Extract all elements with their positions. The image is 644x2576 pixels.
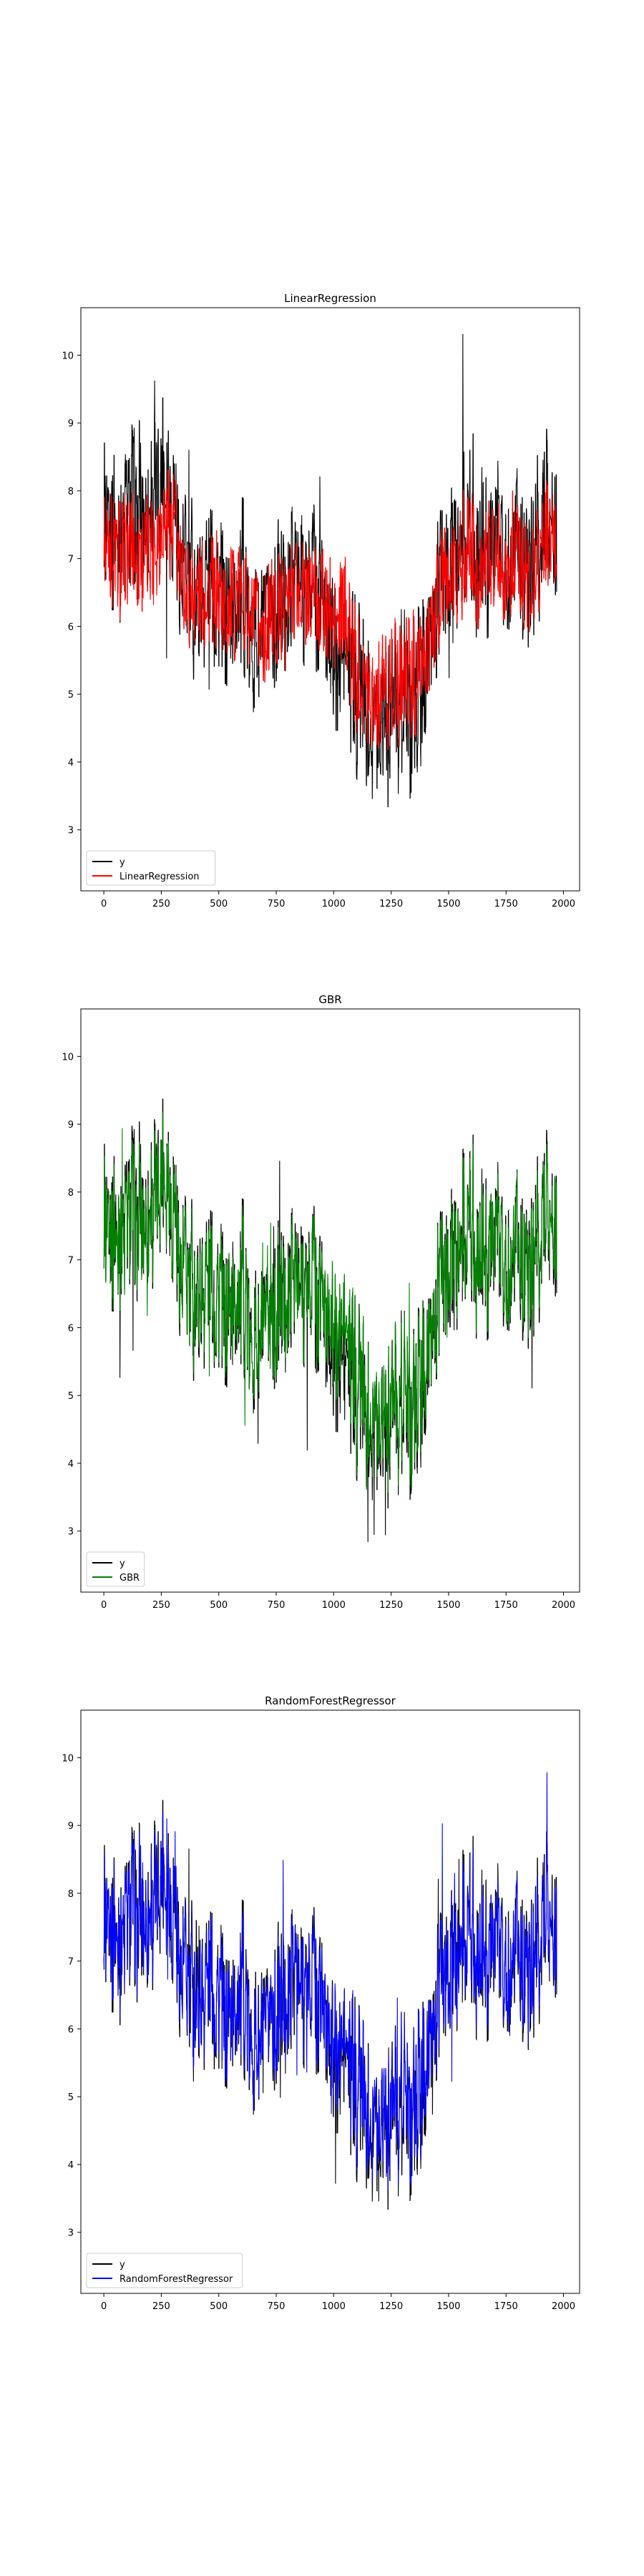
x-tick-label: 750: [268, 899, 286, 909]
x-tick-label: 250: [152, 899, 170, 909]
y-tick-label: 8: [68, 487, 74, 497]
x-tick-label: 1750: [494, 1600, 518, 1611]
legend-entry: RandomForestRegressor: [119, 2274, 233, 2285]
series-line-linearregression: [103, 469, 557, 750]
y-tick-label: 7: [68, 1256, 74, 1267]
y-tick-label: 6: [68, 2024, 74, 2035]
chart-panel-1: GBR 0 250 500 750 1000 1250 1500 1750 2000 3 4 5 6 7 8 9…: [62, 993, 580, 1611]
series-line-y: [103, 1800, 557, 2210]
y-tick-label: 4: [68, 758, 74, 769]
legend-entry: y: [119, 2260, 125, 2270]
y-tick-label: 3: [68, 1527, 74, 1538]
plot-frame: [80, 307, 580, 892]
legend-box: [86, 2253, 243, 2288]
x-tick-label: 0: [101, 899, 107, 909]
series-line-randomforestregressor: [103, 1772, 557, 2191]
x-tick-label: 500: [210, 899, 228, 909]
x-tick-label: 1250: [379, 1600, 403, 1611]
x-tick-label: 1000: [322, 899, 346, 909]
x-tick-label: 1250: [379, 2301, 403, 2312]
legend-entry: GBR: [119, 1573, 140, 1584]
legend: y LinearRegression: [86, 850, 216, 886]
y-tick-label: 10: [62, 1052, 74, 1063]
legend: y GBR: [86, 1551, 145, 1587]
y-tick-label: 4: [68, 1459, 74, 1470]
x-tick-label: 1250: [379, 899, 403, 909]
legend: y RandomForestRegressor: [86, 2253, 243, 2288]
chart-title: GBR: [318, 993, 341, 1006]
x-tick-label: 2000: [552, 2301, 575, 2312]
y-tick-label: 5: [68, 2092, 74, 2103]
x-tick-label: 750: [268, 2301, 286, 2312]
plot-frame: [80, 1008, 580, 1593]
x-tick-label: 250: [152, 2301, 170, 2312]
chart-title: RandomForestRegressor: [265, 1694, 396, 1707]
x-tick-label: 1000: [322, 1600, 346, 1611]
y-tick-label: 3: [68, 2228, 74, 2239]
y-tick-label: 9: [68, 419, 74, 429]
x-tick-label: 1500: [436, 1600, 460, 1611]
legend-entry: y: [119, 1558, 125, 1569]
y-tick-label: 8: [68, 1889, 74, 1900]
x-tick-label: 0: [101, 2301, 107, 2312]
y-tick-label: 5: [68, 690, 74, 701]
y-tick-label: 10: [62, 1753, 74, 1764]
x-tick-label: 1750: [494, 899, 518, 909]
x-tick-label: 2000: [552, 1600, 575, 1611]
x-tick-label: 250: [152, 1600, 170, 1611]
y-tick-label: 6: [68, 622, 74, 633]
series-line-y: [103, 1098, 557, 1542]
y-tick-label: 3: [68, 826, 74, 836]
x-tick-label: 1750: [494, 2301, 518, 2312]
x-tick-label: 750: [268, 1600, 286, 1611]
y-tick-label: 6: [68, 1323, 74, 1334]
plot-frame: [80, 1709, 580, 2294]
y-tick-label: 7: [68, 1957, 74, 1968]
legend-entry: y: [119, 857, 125, 868]
legend-box: [86, 850, 216, 886]
y-tick-label: 5: [68, 1391, 74, 1402]
y-tick-label: 9: [68, 1821, 74, 1832]
chart-title: LinearRegression: [284, 292, 376, 305]
legend-entry: LinearRegression: [119, 872, 200, 882]
y-tick-label: 9: [68, 1120, 74, 1131]
x-tick-label: 500: [210, 2301, 228, 2312]
x-tick-label: 500: [210, 1600, 228, 1611]
x-tick-label: 0: [101, 1600, 107, 1611]
x-tick-label: 1500: [436, 2301, 460, 2312]
y-tick-label: 8: [68, 1188, 74, 1199]
chart-panel-2: RandomForestRegressor 0 250 500 750 1000 1250 1…: [62, 1694, 580, 2312]
x-tick-label: 1000: [322, 2301, 346, 2312]
x-tick-label: 2000: [552, 899, 575, 909]
y-tick-label: 10: [62, 351, 74, 361]
y-tick-label: 4: [68, 2160, 74, 2171]
chart-panel-0: LinearRegression 0 250 500 750 1000 1250 1500 17…: [62, 292, 580, 909]
x-tick-label: 1500: [436, 899, 460, 909]
series-line-gbr: [103, 1112, 557, 1493]
y-tick-label: 7: [68, 555, 74, 565]
